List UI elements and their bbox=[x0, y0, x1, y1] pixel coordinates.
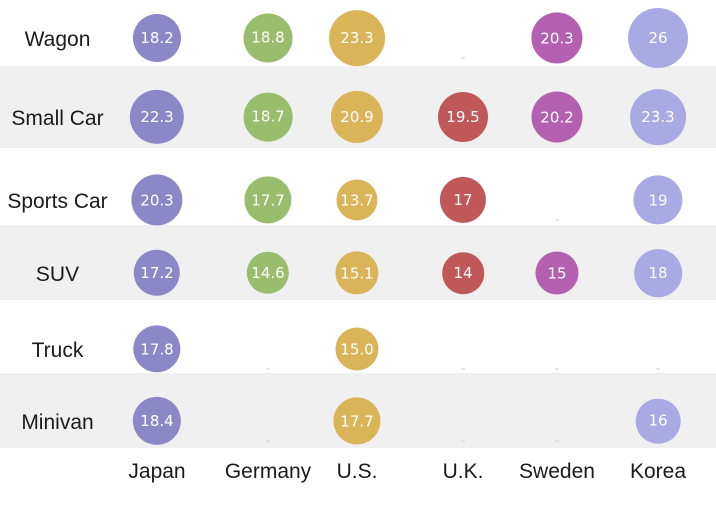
column-label: Korea bbox=[629, 460, 687, 483]
row-label: SUV bbox=[35, 263, 80, 286]
bubble-point: 17.7 bbox=[244, 176, 292, 224]
row-label: Small Car bbox=[11, 107, 104, 130]
bubble-point: 18.7 bbox=[243, 92, 293, 142]
bubble-point: 16 bbox=[635, 398, 681, 444]
row-label: Wagon bbox=[24, 28, 91, 51]
empty-cell-marker bbox=[461, 440, 465, 442]
column-label: U.K. bbox=[442, 460, 484, 483]
column-label: Germany bbox=[224, 460, 312, 483]
bubble-point: 20.3 bbox=[531, 12, 583, 64]
bubble-point: 17.2 bbox=[133, 249, 181, 297]
bubble-point: 18 bbox=[634, 249, 682, 297]
bubble-point: 15.1 bbox=[335, 251, 379, 295]
bubble-point: 18.4 bbox=[132, 396, 182, 446]
bubble-point: 26 bbox=[628, 8, 688, 68]
bubble-point: 20.2 bbox=[531, 91, 583, 143]
empty-cell-marker bbox=[555, 440, 559, 442]
bubble-point: 20.9 bbox=[330, 90, 384, 144]
bubble-point: 18.2 bbox=[133, 14, 181, 62]
bubble-point: 14.6 bbox=[246, 251, 290, 295]
bubble-point: 17.8 bbox=[133, 325, 181, 373]
empty-cell-marker bbox=[266, 440, 270, 442]
bubble-point: 14 bbox=[442, 252, 484, 294]
bubble-point: 19 bbox=[633, 175, 683, 225]
bubble-point: 19.5 bbox=[438, 92, 488, 142]
column-label: U.S. bbox=[336, 460, 378, 483]
bubble-point: 17 bbox=[439, 176, 487, 224]
bubble-point: 17.7 bbox=[333, 397, 381, 445]
bubble-point: 22.3 bbox=[129, 89, 185, 145]
row-label: Minivan bbox=[21, 411, 94, 434]
bubble-point: 15.0 bbox=[335, 327, 379, 371]
bubble-point: 20.3 bbox=[131, 174, 183, 226]
bubble-point: 18.8 bbox=[243, 13, 293, 63]
empty-cell-marker bbox=[461, 368, 465, 370]
empty-cell-marker bbox=[555, 219, 559, 221]
bubble-point: 13.7 bbox=[336, 179, 378, 221]
empty-cell-marker bbox=[656, 368, 660, 370]
column-label: Japan bbox=[128, 460, 186, 483]
empty-cell-marker bbox=[266, 368, 270, 370]
row-label: Truck bbox=[31, 339, 84, 362]
bubble-point: 23.3 bbox=[329, 10, 385, 66]
row-label: Sports Car bbox=[7, 190, 108, 213]
empty-cell-marker bbox=[555, 368, 559, 370]
column-label: Sweden bbox=[519, 460, 595, 483]
bubble-point: 23.3 bbox=[630, 89, 686, 145]
empty-cell-marker bbox=[461, 57, 465, 59]
bubble-point: 15 bbox=[535, 251, 579, 295]
